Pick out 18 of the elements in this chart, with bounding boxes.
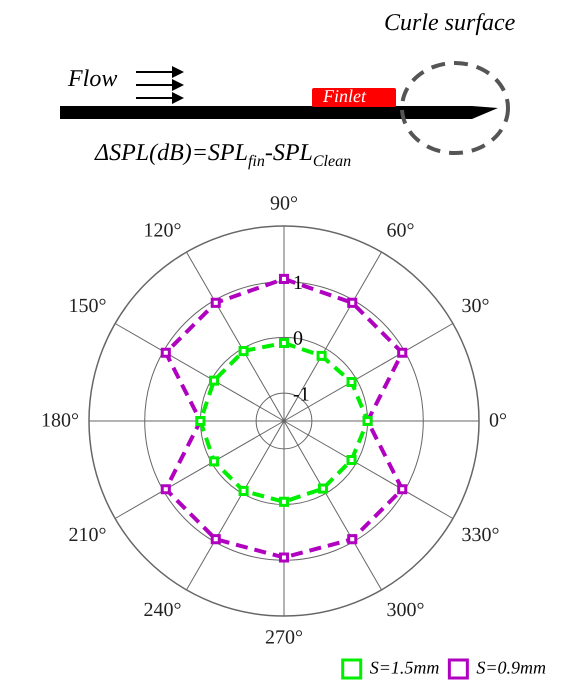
spoke-label: 150° xyxy=(68,294,106,317)
text: Flow xyxy=(68,66,118,93)
spoke-label: 30° xyxy=(462,294,490,317)
spoke-label: 240° xyxy=(144,598,182,621)
text: Finlet xyxy=(323,86,366,107)
legend-label: S=0.9mm xyxy=(476,658,546,678)
spoke-label: 300° xyxy=(386,598,424,621)
spoke-label: 210° xyxy=(68,524,106,546)
text: Curle surface xyxy=(384,10,516,37)
spoke-label: 120° xyxy=(144,220,182,242)
spoke-label: 330° xyxy=(462,524,500,546)
spoke-label: 0° xyxy=(489,409,507,432)
spoke-label: 180° xyxy=(41,409,79,432)
chart-title: ΔSPL(dB)=SPL$_{fin}$-SPL$_{Clean}$ xyxy=(95,140,352,171)
legend-label: S=1.5mm xyxy=(370,658,440,678)
spoke-label: 270° xyxy=(265,626,303,648)
spoke-label: 60° xyxy=(386,220,414,242)
spoke-label: 90° xyxy=(270,192,298,214)
